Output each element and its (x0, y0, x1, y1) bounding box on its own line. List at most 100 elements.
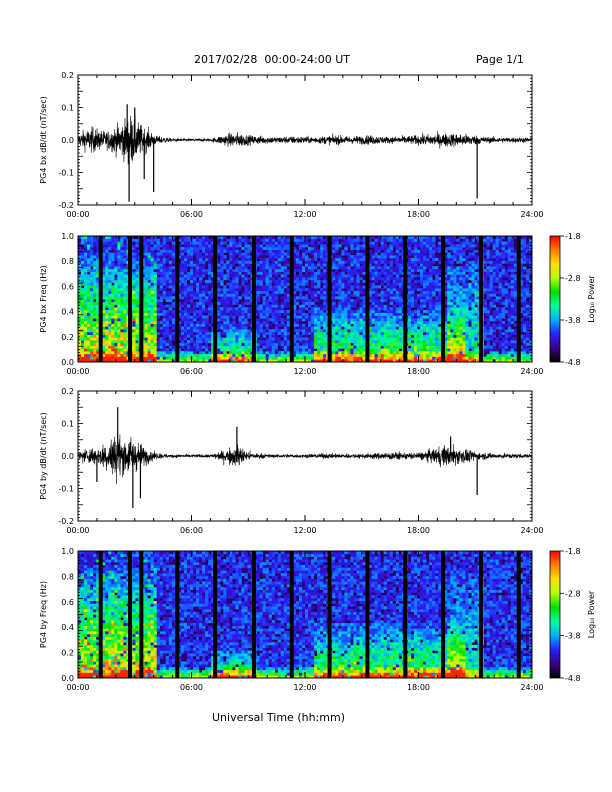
spectrogram-cell (93, 331, 97, 335)
spectrogram-cell (344, 282, 348, 286)
spectrogram-cell (371, 257, 375, 261)
spectrogram-cell (165, 238, 170, 242)
spectrogram-cell (386, 290, 391, 294)
spectrogram-cell (150, 260, 155, 264)
spectrogram-cell (308, 356, 312, 360)
spectrogram-cell (211, 241, 215, 245)
spectrogram-cell (283, 282, 288, 286)
spectrogram-cell (262, 301, 267, 305)
spectrogram-cell (147, 356, 151, 360)
spectrogram-cell (202, 299, 206, 303)
spectrogram-cell (380, 268, 385, 272)
spectrogram-cell (392, 263, 397, 267)
spectrogram-cell (292, 320, 297, 324)
spectrogram-cell (332, 296, 336, 300)
spectrogram-cell (189, 268, 194, 272)
spectrogram-cell (238, 288, 242, 292)
spectrogram-cell (202, 309, 206, 314)
spectrogram-cell (420, 345, 424, 349)
spectrogram-cell (335, 279, 339, 283)
spectrogram-cell (147, 238, 151, 242)
spectrogram-cell (144, 263, 148, 267)
spectrogram-cell (205, 342, 209, 346)
spectrogram-cell (111, 351, 115, 355)
spectrogram-cell (317, 334, 321, 338)
spectrogram-cell (123, 271, 127, 275)
spectrogram-cell (320, 288, 324, 292)
spectrogram-cell (177, 260, 182, 264)
spectrogram-cell (301, 257, 306, 261)
spectrogram-cell (274, 238, 279, 242)
spectrogram-cell (395, 241, 400, 245)
spectrogram-cell (199, 257, 203, 261)
spectrogram-cell (332, 279, 336, 283)
spectrogram-cell (180, 263, 185, 267)
spectrogram-cell (120, 293, 124, 297)
spectrogram-cell (108, 299, 112, 303)
spectrogram-cell (380, 345, 385, 349)
spectrogram-cell (311, 260, 315, 264)
spectrogram-cell (102, 309, 106, 314)
spectrogram-cell (292, 337, 297, 341)
spectrogram-cell (196, 282, 200, 286)
spectrogram-cell (211, 304, 215, 308)
spectrogram-cell (259, 351, 263, 355)
spectrogram-cell (81, 299, 85, 303)
spectrogram-cell (416, 244, 421, 248)
spectrogram-cell (102, 236, 106, 240)
spectrogram-cell (256, 340, 260, 344)
spectrogram-cell (177, 353, 182, 357)
spectrogram-cell (189, 290, 194, 294)
spectrogram-cell (298, 334, 303, 338)
spectrogram-cell (320, 236, 324, 240)
spectrogram-cell (132, 315, 136, 319)
spectrogram-cell (259, 348, 263, 352)
spectrogram-cell (392, 307, 397, 311)
spectrogram-cell (153, 271, 158, 275)
spectrogram-cell (344, 342, 348, 346)
spectrogram-cell (265, 282, 270, 286)
spectrogram-cell (277, 271, 282, 275)
spectrogram-cell (295, 342, 300, 346)
spectrogram-cell (314, 337, 318, 341)
spectrogram-cell (93, 255, 97, 259)
spectrogram-cell (183, 353, 188, 357)
spectrogram-cell (286, 252, 291, 256)
spectrogram-cell (420, 331, 424, 335)
spectrogram-cell (416, 290, 421, 294)
spectrogram-cell (211, 249, 215, 253)
spectrogram-cell (341, 277, 345, 281)
spectrogram-cell (413, 260, 418, 264)
spectrogram-cell (193, 299, 197, 303)
spectrogram-cell (247, 353, 251, 357)
spectrogram-cell (196, 359, 200, 363)
spectrogram-cell (223, 241, 227, 245)
spectrogram-cell (335, 348, 339, 352)
spectrogram-cell (286, 263, 291, 267)
spectrogram-cell (87, 307, 91, 311)
spectrogram-cell (153, 266, 158, 270)
spectrogram-cell (410, 238, 415, 242)
spectrogram-cell (186, 246, 191, 251)
spectrogram-cell (377, 334, 382, 338)
spectrogram-cell (183, 309, 188, 314)
spectrogram-cell (186, 257, 191, 261)
spectrogram-cell (238, 334, 242, 338)
spectrogram-cell (389, 293, 394, 297)
spectrogram-cell (247, 342, 251, 346)
spectrogram-cell (413, 301, 418, 305)
spectrogram-cell (265, 323, 270, 327)
spectrogram-cell (84, 290, 88, 294)
spectrogram-cell (193, 312, 197, 316)
spectrogram-cell (398, 309, 403, 314)
spectrogram-cell (298, 348, 303, 352)
spectrogram-cell (292, 345, 297, 349)
spectrogram-cell (374, 315, 378, 319)
spectrogram-cell (229, 340, 233, 344)
spectrogram-cell (132, 257, 136, 261)
spectrogram-cell (423, 318, 427, 322)
spectrogram-cell (392, 304, 397, 308)
spectrogram-cell (323, 252, 327, 256)
spectrogram-cell (205, 304, 209, 308)
spectrogram-cell (226, 315, 230, 319)
